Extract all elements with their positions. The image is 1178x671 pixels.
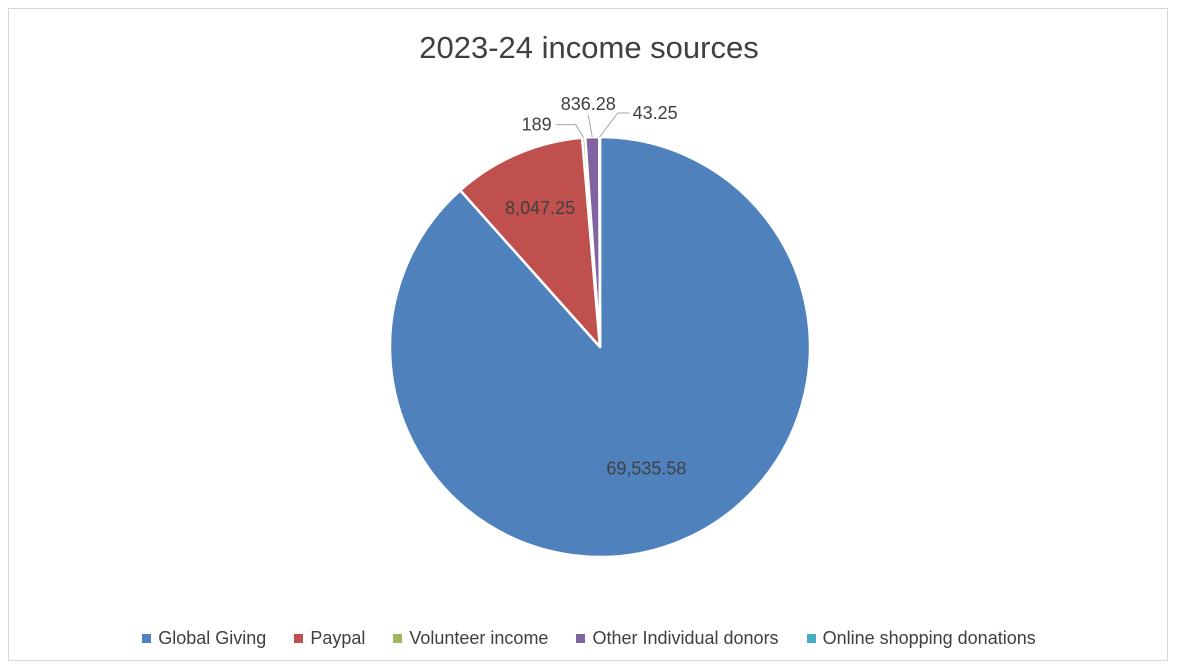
- chart-title: 2023-24 income sources: [419, 30, 759, 65]
- legend-label: Paypal: [310, 628, 366, 648]
- legend-swatch: [393, 634, 403, 643]
- legend-item-global-giving: Global Giving: [142, 628, 266, 649]
- data-label-global-giving: 69,535.58: [606, 459, 686, 479]
- data-label-volunteer-income: 189: [522, 115, 552, 135]
- data-label-paypal: 8,047.25: [505, 198, 575, 218]
- legend-item-other-individual-donors: Other Individual donors: [576, 628, 779, 649]
- pie-slice-online-shopping-donations: [598, 135, 602, 349]
- legend-label: Global Giving: [158, 628, 267, 648]
- legend-swatch: [142, 634, 152, 643]
- legend-label: Online shopping donations: [822, 628, 1036, 648]
- legend-swatch: [294, 634, 304, 643]
- legend-swatch: [806, 634, 816, 643]
- legend-label: Volunteer income: [409, 628, 549, 648]
- legend: Global Giving Paypal Volunteer income Ot…: [0, 628, 1178, 649]
- data-label-other-individual-donors: 836.28: [561, 94, 616, 114]
- legend-item-online-shopping-donations: Online shopping donations: [806, 628, 1036, 649]
- legend-item-paypal: Paypal: [294, 628, 365, 649]
- legend-swatch: [576, 634, 586, 643]
- legend-item-volunteer-income: Volunteer income: [393, 628, 548, 649]
- leader-line-volunteer-income: [555, 124, 585, 138]
- pie-slice-paypal: [458, 136, 602, 349]
- data-label-online-shopping-donations: 43.25: [633, 103, 678, 123]
- leader-line-online-shopping-donations: [599, 112, 630, 138]
- leader-line-other-individual-donors: [587, 115, 593, 138]
- legend-label: Other Individual donors: [592, 628, 779, 648]
